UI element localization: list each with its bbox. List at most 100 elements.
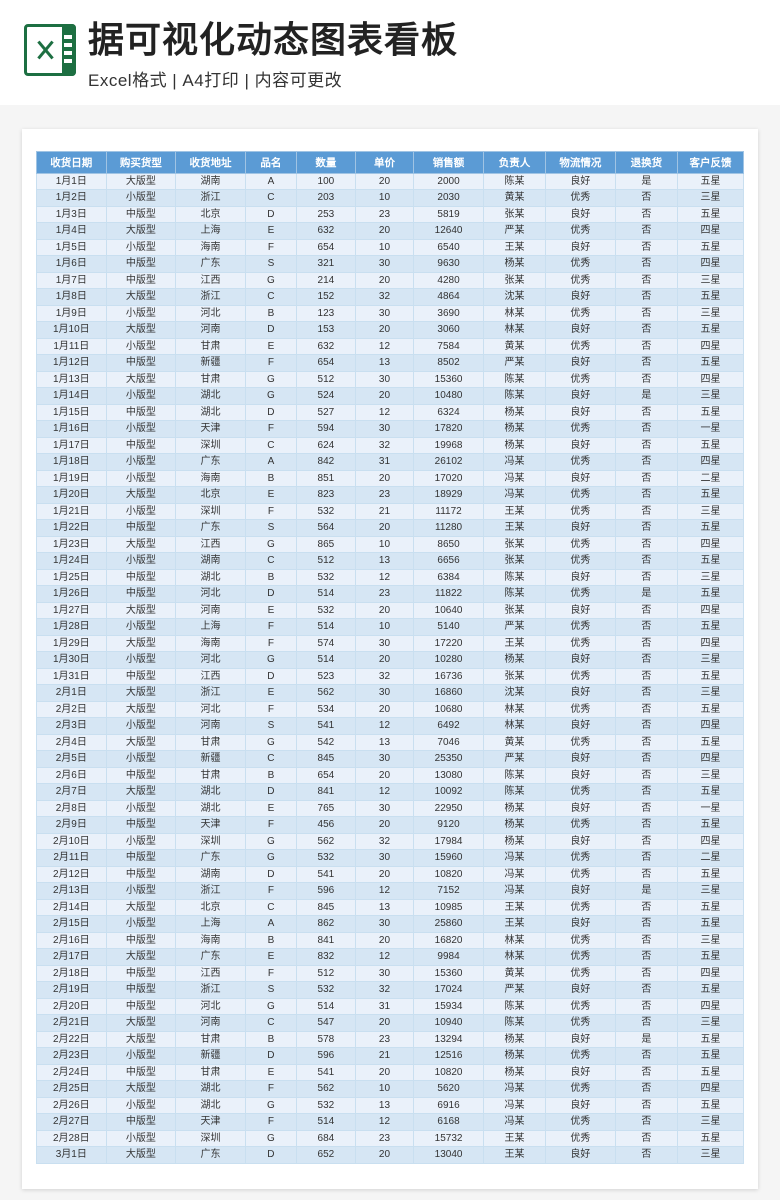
table-cell: 7046: [414, 734, 484, 751]
table-row: 2月26日小版型湖北G532136916冯某良好否五星: [37, 1097, 744, 1114]
table-cell: 841: [297, 784, 356, 801]
table-cell: 湖北: [176, 1097, 246, 1114]
table-cell: 31: [355, 998, 414, 1015]
table-cell: 小版型: [106, 454, 176, 471]
table-cell: E: [245, 338, 296, 355]
table-row: 1月14日小版型湖北G5242010480陈某良好是三星: [37, 388, 744, 405]
column-header: 负责人: [483, 151, 545, 173]
table-cell: 596: [297, 883, 356, 900]
table-cell: 10640: [414, 602, 484, 619]
table-cell: 优秀: [546, 784, 616, 801]
table-cell: 9120: [414, 817, 484, 834]
table-cell: 优秀: [546, 949, 616, 966]
table-cell: 26102: [414, 454, 484, 471]
table-cell: 541: [297, 1064, 356, 1081]
table-cell: 严某: [483, 619, 545, 636]
table-cell: 22950: [414, 800, 484, 817]
table-cell: 1月29日: [37, 635, 107, 652]
table-cell: 优秀: [546, 817, 616, 834]
table-cell: 562: [297, 1081, 356, 1098]
table-cell: 二星: [677, 470, 743, 487]
table-cell: 陈某: [483, 998, 545, 1015]
table-cell: 四星: [677, 833, 743, 850]
table-cell: G: [245, 371, 296, 388]
table-cell: 845: [297, 899, 356, 916]
table-cell: 四星: [677, 338, 743, 355]
table-cell: 良好: [546, 569, 616, 586]
table-cell: 13: [355, 734, 414, 751]
table-cell: 大版型: [106, 1147, 176, 1164]
table-cell: 大版型: [106, 487, 176, 504]
table-cell: 三星: [677, 1147, 743, 1164]
table-row: 2月16日中版型海南B8412016820林某优秀否三星: [37, 932, 744, 949]
column-header: 数量: [297, 151, 356, 173]
table-cell: 优秀: [546, 734, 616, 751]
table-cell: E: [245, 602, 296, 619]
table-cell: S: [245, 256, 296, 273]
table-cell: 海南: [176, 635, 246, 652]
table-cell: 优秀: [546, 1015, 616, 1032]
table-cell: 深圳: [176, 833, 246, 850]
table-cell: 小版型: [106, 553, 176, 570]
table-cell: 3月1日: [37, 1147, 107, 1164]
table-cell: 五星: [677, 866, 743, 883]
table-cell: D: [245, 1048, 296, 1065]
table-cell: 512: [297, 553, 356, 570]
table-cell: 20: [355, 470, 414, 487]
table-cell: 1月28日: [37, 619, 107, 636]
table-cell: C: [245, 899, 296, 916]
table-cell: 20: [355, 388, 414, 405]
table-cell: 湖南: [176, 553, 246, 570]
table-row: 2月25日大版型湖北F562105620冯某优秀否四星: [37, 1081, 744, 1098]
table-row: 2月15日小版型上海A8623025860王某良好否五星: [37, 916, 744, 933]
table-cell: 五星: [677, 437, 743, 454]
table-cell: 小版型: [106, 421, 176, 438]
table-cell: 严某: [483, 751, 545, 768]
table-cell: 中版型: [106, 866, 176, 883]
table-cell: 良好: [546, 602, 616, 619]
table-cell: B: [245, 932, 296, 949]
table-cell: 五星: [677, 899, 743, 916]
table-cell: 564: [297, 520, 356, 537]
table-cell: 1月1日: [37, 173, 107, 190]
table-cell: 否: [615, 652, 677, 669]
table-cell: G: [245, 833, 296, 850]
table-row: 2月18日中版型江西F5123015360黄某优秀否四星: [37, 965, 744, 982]
table-cell: 否: [615, 1147, 677, 1164]
table-cell: 30: [355, 965, 414, 982]
table-cell: 否: [615, 487, 677, 504]
table-cell: 2月14日: [37, 899, 107, 916]
table-cell: 冯某: [483, 454, 545, 471]
table-cell: 12: [355, 949, 414, 966]
table-cell: 2月28日: [37, 1130, 107, 1147]
table-cell: 甘肃: [176, 767, 246, 784]
table-cell: C: [245, 751, 296, 768]
table-cell: 天津: [176, 1114, 246, 1131]
table-cell: 2月13日: [37, 883, 107, 900]
table-cell: E: [245, 685, 296, 702]
table-cell: D: [245, 404, 296, 421]
table-row: 2月28日小版型深圳G6842315732王某优秀否五星: [37, 1130, 744, 1147]
table-cell: 10820: [414, 866, 484, 883]
table-cell: 2000: [414, 173, 484, 190]
table-cell: 优秀: [546, 1081, 616, 1098]
table-cell: 25860: [414, 916, 484, 933]
table-cell: 否: [615, 718, 677, 735]
table-cell: 上海: [176, 223, 246, 240]
table-cell: 小版型: [106, 718, 176, 735]
table-cell: 9630: [414, 256, 484, 273]
table-cell: 浙江: [176, 685, 246, 702]
table-cell: 河北: [176, 701, 246, 718]
table-cell: E: [245, 223, 296, 240]
table-cell: 湖北: [176, 800, 246, 817]
table-cell: 优秀: [546, 503, 616, 520]
table-cell: G: [245, 1130, 296, 1147]
table-cell: 2月10日: [37, 833, 107, 850]
table-cell: 11280: [414, 520, 484, 537]
table-cell: 林某: [483, 701, 545, 718]
table-cell: 四星: [677, 536, 743, 553]
table-cell: 152: [297, 289, 356, 306]
table-cell: 杨某: [483, 256, 545, 273]
table-cell: 冯某: [483, 1097, 545, 1114]
table-cell: 四星: [677, 223, 743, 240]
